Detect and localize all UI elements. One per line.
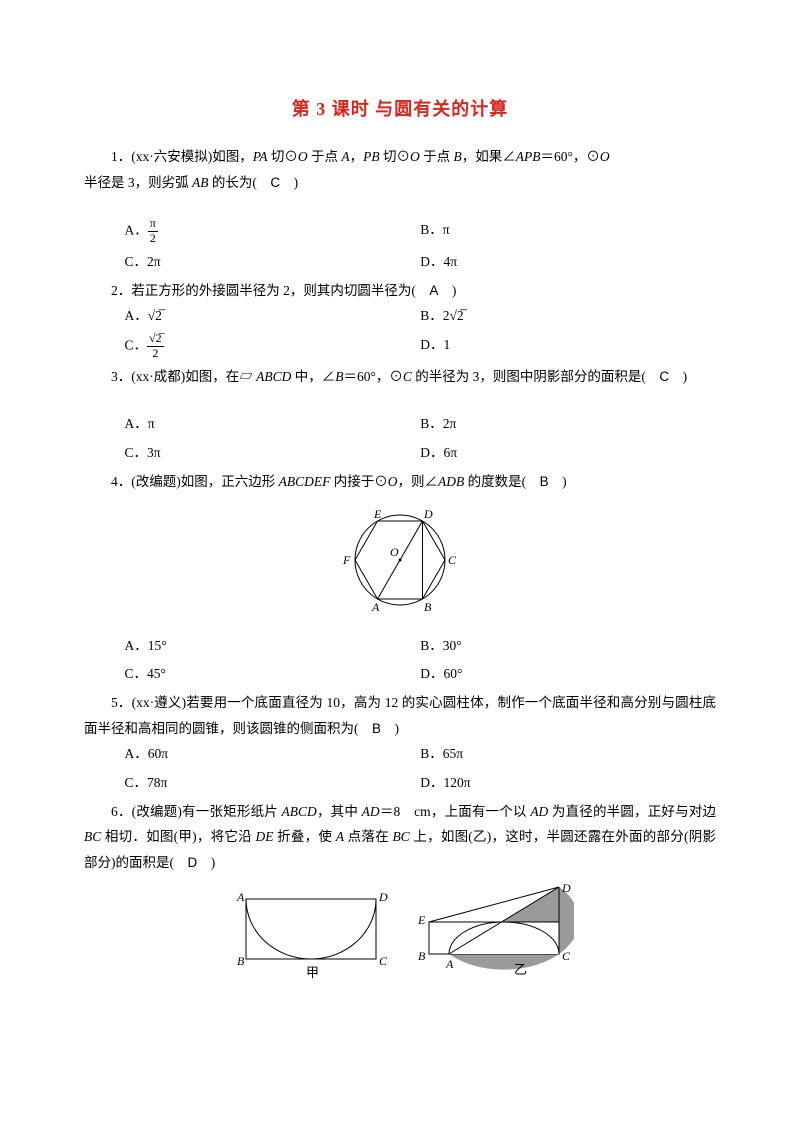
q3-stem: 3．(xx·成都)如图，在▱ ABCD 中，∠B＝60°，⊙C 的半径为 3，则… [84, 364, 716, 390]
q4-optA: A．15° [125, 633, 421, 659]
svg-text:乙: 乙 [514, 962, 527, 977]
svg-text:C: C [562, 949, 571, 963]
svg-text:D: D [561, 882, 571, 895]
q4-label-E: E [373, 507, 382, 521]
page-title: 第 3 课时 与圆有关的计算 [84, 92, 716, 126]
q1-stem-cont: 半径是 3，则劣弧 AB 的长为( C ) [84, 170, 716, 196]
title-red: 第 3 课时 [292, 99, 370, 119]
q5-optC: C．78π [125, 770, 421, 796]
q1-optD: D．4π [420, 249, 716, 275]
q4-label-B: B [424, 600, 432, 614]
q2-optB: B．2√2̅ [420, 303, 716, 329]
q3-optB: B．2π [420, 411, 716, 437]
q4-optD: D．60° [420, 661, 716, 687]
q1-opts-row1: A．π2 B．π [125, 217, 717, 246]
q4-label-D: D [423, 507, 433, 521]
q5-stem: 5．(xx·遵义)若要用一个底面直径为 10，高为 12 的实心圆柱体，制作一个… [84, 690, 716, 741]
q5-optA: A．60π [125, 741, 421, 767]
q3-opts-row1: A．π B．2π [125, 411, 717, 437]
q3-optD: D．6π [420, 440, 716, 466]
svg-text:E: E [417, 913, 426, 927]
q6-stem: 6．(改编题)有一张矩形纸片 ABCD，其中 AD＝8 cm，上面有一个以 AD… [84, 799, 716, 876]
q4-optC: C．45° [125, 661, 421, 687]
svg-text:B: B [237, 954, 245, 968]
q2-optA: A．√2̅ [125, 303, 421, 329]
svg-text:B: B [418, 949, 426, 963]
q2-stem: 2．若正方形的外接圆半径为 2，则其内切圆半径为( A ) [84, 278, 716, 304]
q4-label-F: F [342, 553, 351, 567]
q4-label-C: C [448, 553, 457, 567]
q4-optB: B．30° [420, 633, 716, 659]
q1-stem: 1．(xx·六安模拟)如图，PA 切⊙O 于点 A，PB 切⊙O 于点 B，如果… [84, 144, 716, 170]
svg-text:A: A [236, 890, 245, 904]
q1-optC: C．2π [125, 249, 421, 275]
svg-text:D: D [378, 890, 388, 904]
q2-opts-row2: C．√2̅2 D．1 [125, 332, 717, 361]
q2-optC: C．√2̅2 [125, 332, 421, 361]
q1-optB: B．π [420, 217, 716, 246]
q4-stem: 4．(改编题)如图，正六边形 ABCDEF 内接于⊙O，则∠ADB 的度数是( … [84, 469, 716, 495]
q5-opts-row2: C．78π D．120π [125, 770, 717, 796]
svg-text:甲: 甲 [306, 965, 319, 980]
q2-optD: D．1 [420, 332, 716, 361]
title-black: 与圆有关的计算 [375, 99, 508, 119]
q1-opts-row2: C．2π D．4π [125, 249, 717, 275]
svg-text:A: A [445, 957, 454, 971]
q4-label-A: A [371, 600, 380, 614]
q4-opts-row1: A．15° B．30° [125, 633, 717, 659]
q2-opts-row1: A．√2̅ B．2√2̅ [125, 303, 717, 329]
q6-figure: A D B C 甲 E B A C D 乙 [84, 882, 716, 991]
q3-optA: A．π [125, 411, 421, 437]
q1-optA: A．π2 [125, 217, 421, 246]
q5-opts-row1: A．60π B．65π [125, 741, 717, 767]
q4-opts-row2: C．45° D．60° [125, 661, 717, 687]
q3-optC: C．3π [125, 440, 421, 466]
q4-figure: E D C B A F O [84, 500, 716, 629]
q4-label-O: O [390, 545, 399, 559]
q5-optD: D．120π [420, 770, 716, 796]
q3-opts-row2: C．3π D．6π [125, 440, 717, 466]
svg-text:C: C [379, 954, 388, 968]
q5-optB: B．65π [420, 741, 716, 767]
